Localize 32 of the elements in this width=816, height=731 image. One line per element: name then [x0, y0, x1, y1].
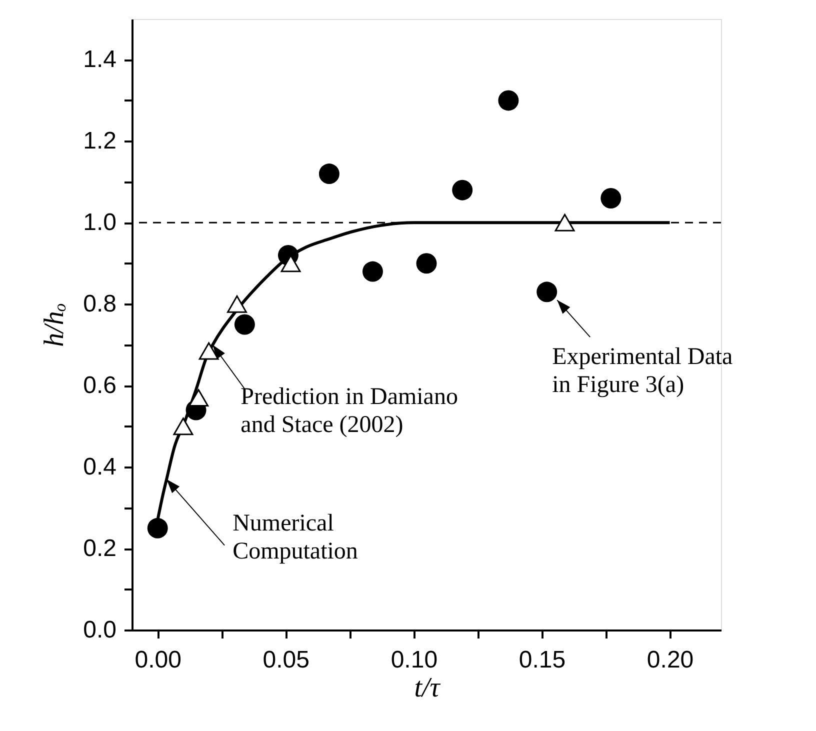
point: [362, 261, 383, 282]
annotation: Prediction in Damiano and Stace (2002): [240, 384, 458, 438]
y-tick-label: 0.0: [83, 616, 116, 644]
x-tick-label: 0.00: [134, 646, 182, 674]
point: [234, 314, 255, 335]
x-tick-label: 0.20: [646, 646, 694, 674]
annotation: Numerical Computation: [232, 510, 358, 564]
point: [554, 214, 575, 232]
x-tick-label: 0.10: [390, 646, 438, 674]
x-axis-title: t/τ: [414, 672, 441, 704]
point: [173, 418, 194, 436]
point: [188, 389, 209, 407]
y-tick-label: 0.2: [83, 535, 116, 562]
point: [227, 295, 247, 313]
x-tick-label: 0.05: [262, 646, 310, 674]
y-tick-label: 1.4: [83, 46, 116, 74]
y-tick-label: 1.0: [83, 209, 116, 236]
point: [452, 180, 473, 200]
x-tick-label: 0.15: [518, 646, 566, 674]
y-tick-label: 0.6: [83, 372, 116, 400]
point: [198, 342, 219, 360]
point: [147, 518, 168, 538]
point: [600, 188, 622, 208]
y-tick-label: 0.4: [83, 454, 116, 481]
y-axis-title: h/hₒ: [39, 303, 70, 347]
y-tick-label: 1.2: [83, 128, 116, 155]
annotation: Experimental Data in Figure 3(a): [552, 344, 734, 398]
point: [416, 253, 437, 274]
y-tick-label: 0.8: [83, 290, 116, 318]
point: [498, 90, 519, 111]
point: [318, 164, 340, 184]
point: [536, 282, 558, 302]
